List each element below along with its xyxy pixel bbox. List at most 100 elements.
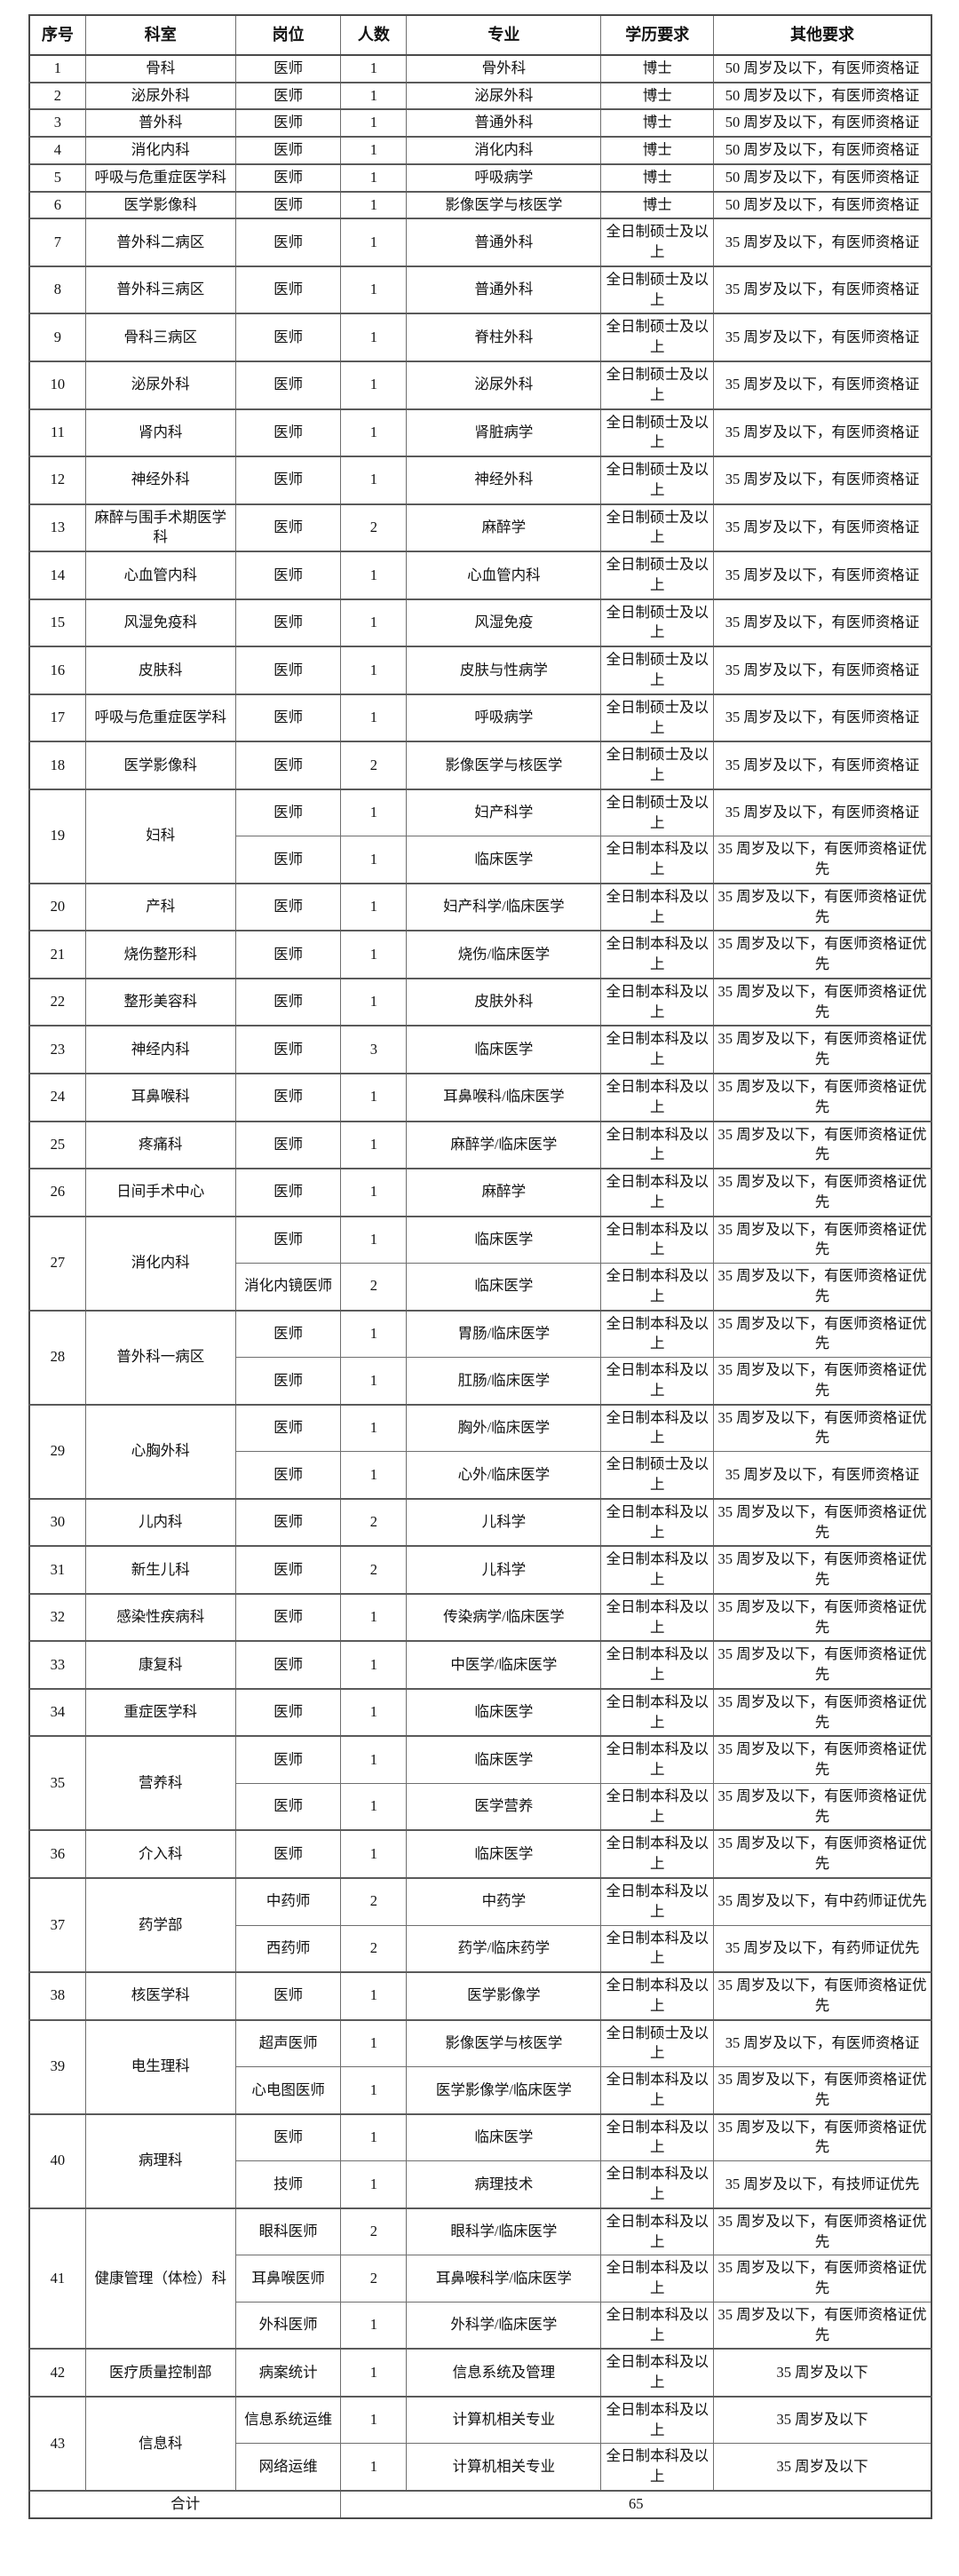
- cell-education: 全日制本科及以上: [600, 1924, 715, 1973]
- cell-major: 泌尿外科: [406, 361, 602, 410]
- cell-department: 介入科: [84, 1829, 236, 1879]
- cell-education: 全日制本科及以上: [600, 1782, 715, 1831]
- table-row: 14 心血管内科 医师 1 心血管内科 全日制硕士及以上 35 周岁及以下，有医师资格证: [28, 551, 932, 600]
- cell-headcount: 1: [340, 1782, 408, 1831]
- cell-department: 感染性疾病科: [84, 1592, 236, 1642]
- cell-position: 网络运维: [234, 2443, 342, 2492]
- cell-headcount: 2: [340, 1545, 408, 1595]
- cell-other-requirements: 35 周岁及以下，有医师资格证优先: [713, 2207, 932, 2256]
- cell-index: 41: [28, 2207, 86, 2350]
- column-header-other-requirements: 其他要求: [713, 14, 932, 56]
- cell-education: 全日制本科及以上: [600, 1687, 715, 1737]
- cell-index: 13: [28, 503, 86, 552]
- cell-headcount: 1: [340, 1451, 408, 1500]
- cell-other-requirements: 35 周岁及以下，有医师资格证优先: [713, 836, 932, 884]
- cell-education: 全日制本科及以上: [600, 1263, 715, 1312]
- cell-index: 38: [28, 1971, 86, 2021]
- cell-major: 耳鼻喉科/临床医学: [406, 1072, 602, 1122]
- table-row: 24 耳鼻喉科 医师 1 耳鼻喉科/临床医学 全日制本科及以上 35 周岁及以下，有医师资格…: [28, 1072, 932, 1122]
- table-row: 37 药学部 中药师 2 中药学 全日制本科及以上 35 周岁及以下，有中药师证优先: [28, 1877, 932, 1973]
- cell-major: 临床医学: [406, 836, 602, 884]
- table-row: 35 营养科 医师 1 临床医学 全日制本科及以上 35 周岁及以下，有医师资格证优先: [28, 1735, 932, 1831]
- cell-position: 眼科医师: [234, 2207, 342, 2256]
- cell-education: 全日制硕士及以上: [600, 361, 715, 410]
- table-row: 43 信息科 信息系统运维 1 计算机相关专业 全日制本科及以上 35 周岁及以下: [28, 2395, 932, 2492]
- cell-major: 影像医学与核医学: [406, 741, 602, 790]
- cell-education: 博士: [600, 81, 715, 110]
- cell-index: 29: [28, 1403, 86, 1500]
- table-row: 1 骨科 医师 1 骨外科 博士 50 周岁及以下，有医师资格证: [28, 53, 932, 83]
- cell-department: 疼痛科: [84, 1120, 236, 1169]
- cell-headcount: 1: [340, 977, 408, 1026]
- total-label: 合计: [28, 2489, 342, 2519]
- cell-other-requirements: 50 周岁及以下，有医师资格证: [713, 136, 932, 165]
- cell-major: 神经外科: [406, 456, 602, 505]
- cell-position: 医师: [234, 1971, 342, 2021]
- cell-other-requirements: 50 周岁及以下，有医师资格证: [713, 53, 932, 83]
- table-row: 耳鼻喉医师 2 耳鼻喉科学/临床医学 全日制本科及以上 35 周岁及以下，有医师资格证优…: [29, 2255, 932, 2303]
- column-header-department: 科室: [84, 14, 236, 56]
- cell-other-requirements: 35 周岁及以下，有医师资格证: [713, 313, 932, 362]
- cell-education: 全日制本科及以上: [600, 1403, 715, 1453]
- cell-major: 风湿免疫: [406, 598, 602, 647]
- header-row: 序号 科室 岗位 人数 专业 学历要求 其他要求: [28, 14, 932, 56]
- cell-other-requirements: 35 周岁及以下，有医师资格证优先: [713, 2066, 932, 2115]
- cell-department: 医学影像科: [84, 741, 236, 790]
- cell-major: 外科学/临床医学: [406, 2301, 602, 2350]
- cell-other-requirements: 35 周岁及以下，有医师资格证: [713, 693, 932, 742]
- table-row: 18 医学影像科 医师 2 影像医学与核医学 全日制硕士及以上 35 周岁及以下，有医师资格…: [28, 741, 932, 790]
- cell-headcount: 1: [340, 693, 408, 742]
- cell-department: 新生儿科: [84, 1545, 236, 1595]
- cell-major: 普通外科: [406, 265, 602, 314]
- cell-other-requirements: 35 周岁及以下，有医师资格证: [713, 598, 932, 647]
- cell-headcount: 1: [340, 1687, 408, 1737]
- cell-department: 骨科三病区: [84, 313, 236, 362]
- cell-major: 临床医学: [406, 1735, 602, 1784]
- cell-department: 康复科: [84, 1640, 236, 1690]
- table-row: 28 普外科一病区 医师 1 胃肠/临床医学 全日制本科及以上 35 周岁及以下，有医师资格…: [28, 1309, 932, 1406]
- cell-education: 全日制本科及以上: [600, 2348, 715, 2398]
- cell-other-requirements: 35 周岁及以下: [713, 2443, 932, 2492]
- cell-other-requirements: 35 周岁及以下，有技师证优先: [713, 2160, 932, 2209]
- cell-headcount: 1: [340, 1829, 408, 1879]
- table-row: 26 日间手术中心 医师 1 麻醉学 全日制本科及以上 35 周岁及以下，有医师资格证优先: [28, 1168, 932, 1217]
- cell-position: 外科医师: [234, 2301, 342, 2350]
- cell-major: 麻醉学: [406, 1168, 602, 1217]
- cell-position: 医师: [234, 788, 342, 837]
- cell-position: 医师: [234, 693, 342, 742]
- cell-education: 全日制本科及以上: [600, 2112, 715, 2162]
- cell-other-requirements: 35 周岁及以下，有药师证优先: [713, 1924, 932, 1973]
- cell-headcount: 1: [340, 408, 408, 457]
- cell-education: 全日制本科及以上: [600, 1309, 715, 1359]
- table-row: 消化内镜医师 2 临床医学 全日制本科及以上 35 周岁及以下，有医师资格证优先: [29, 1263, 932, 1312]
- cell-other-requirements: 35 周岁及以下，有医师资格证: [713, 741, 932, 790]
- cell-education: 全日制本科及以上: [600, 1735, 715, 1784]
- cell-major: 皮肤与性病学: [406, 646, 602, 695]
- table-row: 21 烧伤整形科 医师 1 烧伤/临床医学 全日制本科及以上 35 周岁及以下，有医师资格证…: [28, 930, 932, 979]
- cell-position: 医师: [234, 1592, 342, 1642]
- column-header-index: 序号: [28, 14, 86, 56]
- cell-headcount: 1: [340, 1309, 408, 1359]
- cell-education: 全日制本科及以上: [600, 1168, 715, 1217]
- cell-position: 医师: [234, 162, 342, 193]
- cell-position: 医师: [234, 551, 342, 600]
- cell-position: 医师: [234, 456, 342, 505]
- table-header: 序号 科室 岗位 人数 专业 学历要求 其他要求: [28, 14, 932, 56]
- cell-department: 信息科: [84, 2395, 236, 2492]
- cell-other-requirements: 35 周岁及以下，有医师资格证优先: [713, 1640, 932, 1690]
- cell-position: 医师: [234, 218, 342, 267]
- cell-other-requirements: 35 周岁及以下，有医师资格证优先: [713, 1215, 932, 1264]
- cell-education: 博士: [600, 136, 715, 165]
- table-row: 33 康复科 医师 1 中医学/临床医学 全日制本科及以上 35 周岁及以下，有医师资格证优…: [28, 1640, 932, 1690]
- cell-index: 23: [28, 1025, 86, 1074]
- table-row: 22 整形美容科 医师 1 皮肤外科 全日制本科及以上 35 周岁及以下，有医师资格证优先: [28, 977, 932, 1026]
- cell-position: 西药师: [234, 1924, 342, 1973]
- cell-headcount: 1: [340, 313, 408, 362]
- cell-position: 医师: [234, 598, 342, 647]
- cell-index: 10: [28, 361, 86, 410]
- cell-education: 全日制本科及以上: [600, 1120, 715, 1169]
- cell-major: 影像医学与核医学: [406, 190, 602, 219]
- cell-department: 药学部: [84, 1877, 236, 1973]
- cell-major: 妇产科学: [406, 788, 602, 837]
- table-row: 医师 1 肛肠/临床医学 全日制本科及以上 35 周岁及以下，有医师资格证优先: [29, 1357, 932, 1406]
